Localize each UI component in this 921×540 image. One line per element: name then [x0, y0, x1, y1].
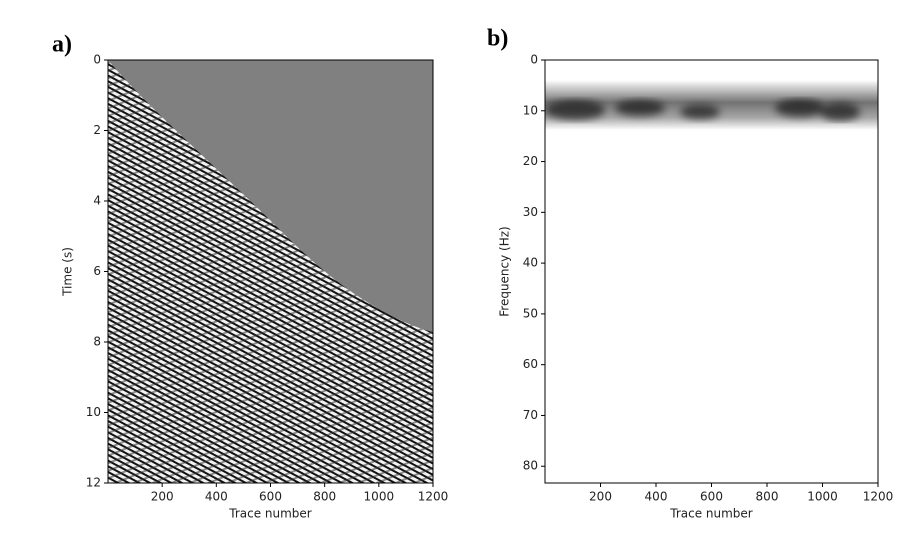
seismic-image: [108, 60, 433, 483]
x-tick-label: 1200: [863, 490, 894, 504]
x-tick-label: 1000: [807, 490, 838, 504]
x-tick-label: 400: [205, 490, 228, 504]
x-tick-label: 400: [645, 490, 668, 504]
x-tick-label: 200: [589, 490, 612, 504]
y-tick-label: 60: [523, 357, 538, 371]
y-tick-label: 50: [523, 306, 538, 320]
x-tick-label: 600: [259, 490, 282, 504]
y-tick-label: 12: [86, 476, 101, 490]
y-tick-label: 30: [523, 205, 538, 219]
y-tick-label: 20: [523, 154, 538, 168]
x-tick-label: 800: [313, 490, 336, 504]
y-tick-label: 4: [93, 194, 101, 208]
panel-label: a): [52, 32, 72, 58]
panel-label: b): [487, 26, 508, 52]
y-tick-label: 70: [523, 408, 538, 422]
y-tick-label: 2: [93, 123, 101, 137]
y-axis-label: Time (s): [61, 247, 75, 297]
x-axis-label: Trace number: [228, 507, 312, 521]
y-tick-label: 10: [86, 405, 101, 419]
x-tick-label: 800: [756, 490, 779, 504]
y-tick-label: 6: [93, 264, 101, 278]
y-tick-label: 10: [523, 103, 538, 117]
y-tick-label: 0: [530, 53, 538, 67]
x-tick-label: 600: [700, 490, 723, 504]
y-tick-label: 40: [523, 256, 538, 270]
y-tick-label: 8: [93, 335, 101, 349]
x-tick-label: 1200: [418, 490, 449, 504]
y-tick-label: 80: [523, 459, 538, 473]
x-tick-label: 200: [151, 490, 174, 504]
x-tick-label: 1000: [364, 490, 395, 504]
y-tick-label: 0: [93, 53, 101, 67]
y-axis-label: Frequency (Hz): [498, 226, 512, 317]
x-axis-label: Trace number: [669, 507, 753, 521]
spectrum-image: [545, 60, 878, 483]
